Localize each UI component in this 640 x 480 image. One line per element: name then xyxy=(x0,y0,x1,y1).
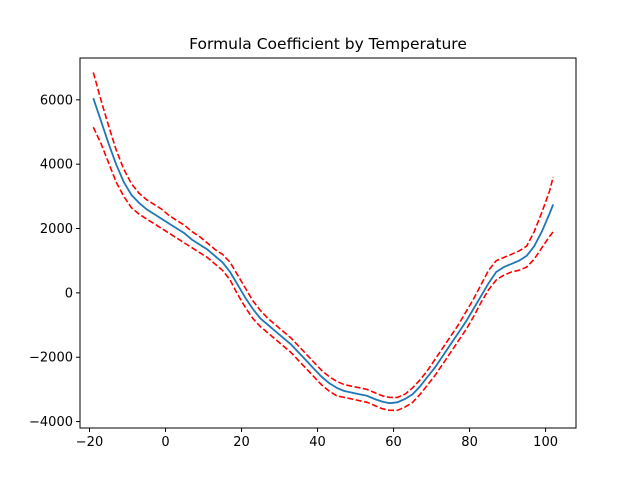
series-layer xyxy=(92,72,555,412)
x-tick-label: −20 xyxy=(76,435,103,450)
series-line-1 xyxy=(92,72,554,399)
chart-title: Formula Coefficient by Temperature xyxy=(189,35,467,53)
x-tick-label: 100 xyxy=(533,435,558,450)
y-tick-label: 2000 xyxy=(40,222,73,237)
y-axis: −4000 −2000 0 2000 4000 6000 xyxy=(29,93,80,430)
x-tick-label: 60 xyxy=(385,435,402,450)
series-line-0 xyxy=(92,97,555,405)
y-tick-label: 0 xyxy=(65,286,73,301)
series-line-2 xyxy=(92,126,554,412)
plot-frame xyxy=(79,57,577,429)
y-tick-label: 6000 xyxy=(40,93,73,108)
y-tick-label: −2000 xyxy=(29,351,73,366)
x-tick-label: 0 xyxy=(161,435,169,450)
y-tick-label: 4000 xyxy=(40,158,73,173)
x-tick-label: 80 xyxy=(461,435,478,450)
x-tick-label: 20 xyxy=(233,435,250,450)
x-axis: −20 0 20 40 60 80 100 xyxy=(76,428,558,450)
x-tick-label: 40 xyxy=(309,435,326,450)
y-tick-label: −4000 xyxy=(29,415,73,430)
